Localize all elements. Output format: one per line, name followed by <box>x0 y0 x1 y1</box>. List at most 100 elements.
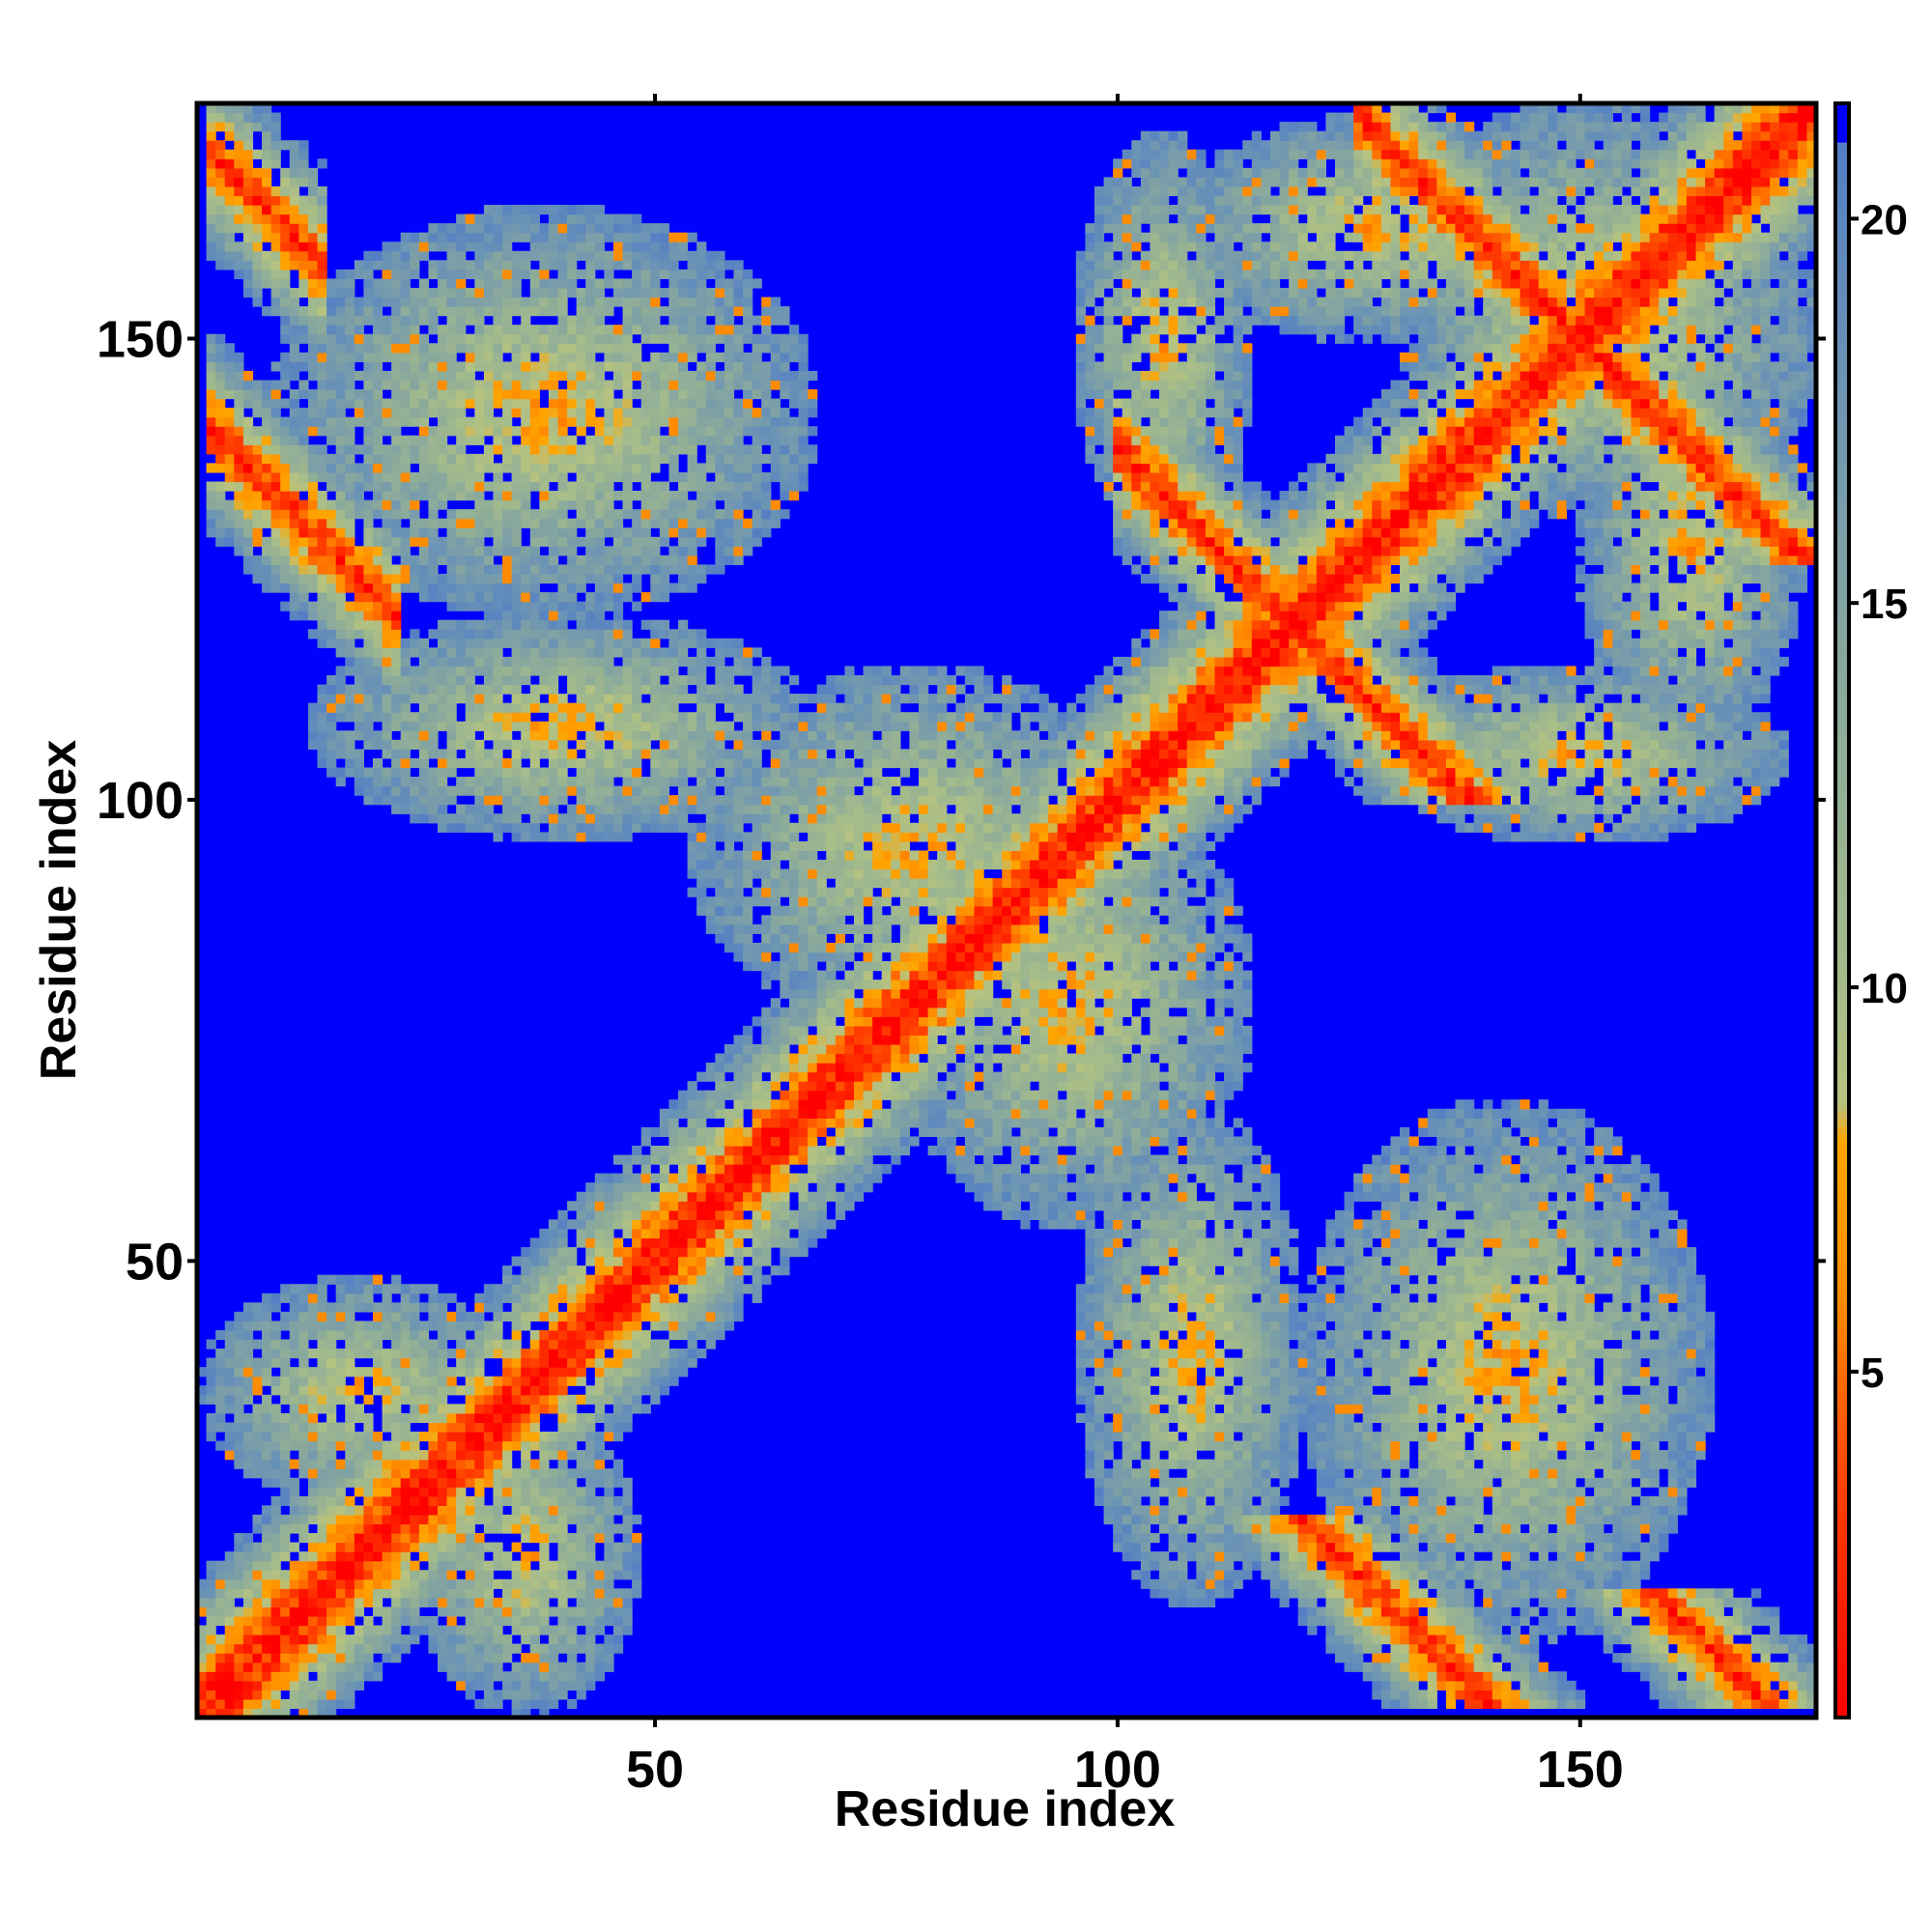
heatmap-cell <box>428 297 439 307</box>
heatmap-cell <box>511 1570 522 1580</box>
heatmap-cell <box>206 130 216 141</box>
heatmap-cell <box>262 1514 272 1525</box>
heatmap-cell <box>418 352 430 362</box>
heatmap-cell <box>289 426 299 437</box>
heatmap-cell <box>604 1477 614 1488</box>
heatmap-cell <box>1316 1431 1327 1442</box>
heatmap-cell <box>372 785 384 796</box>
heatmap-cell <box>1316 1422 1327 1433</box>
heatmap-cell <box>400 1284 411 1294</box>
heatmap-cell <box>372 601 384 611</box>
heatmap-cell <box>280 1523 291 1534</box>
heatmap-cell <box>197 1634 208 1645</box>
heatmap-cell <box>391 463 402 473</box>
heatmap-cell <box>335 1505 346 1516</box>
heatmap-cell <box>372 582 384 593</box>
heatmap-cell <box>474 582 485 593</box>
heatmap-cell <box>363 730 374 741</box>
heatmap-cell <box>428 1385 439 1396</box>
heatmap-cell <box>1501 1671 1512 1682</box>
heatmap-cell <box>382 444 392 455</box>
heatmap-cell <box>456 1505 467 1516</box>
heatmap-cell <box>502 1634 513 1645</box>
heatmap-cell <box>215 1643 226 1654</box>
heatmap-cell <box>446 1570 457 1580</box>
heatmap-cell <box>298 1412 309 1424</box>
heatmap-cell <box>493 343 503 354</box>
heatmap-cell <box>567 1560 578 1571</box>
heatmap-cell <box>335 471 346 483</box>
heatmap-cell <box>1556 1597 1568 1608</box>
heatmap-cell <box>242 509 254 520</box>
heatmap-cell <box>1594 1533 1605 1544</box>
heatmap-cell <box>298 149 309 159</box>
heatmap-cell <box>1196 1412 1207 1424</box>
heatmap-cell <box>1612 1570 1623 1580</box>
heatmap-cell <box>327 361 337 372</box>
heatmap-cell <box>215 1597 226 1608</box>
heatmap-cell <box>438 1514 448 1525</box>
heatmap-cell <box>428 1293 439 1303</box>
heatmap-cell <box>1621 1606 1633 1617</box>
heatmap-cell <box>382 1495 392 1506</box>
heatmap-cell <box>345 1450 355 1461</box>
heatmap-cell <box>1334 1404 1346 1414</box>
heatmap-cell <box>327 1468 337 1479</box>
heatmap-cell <box>483 1404 495 1414</box>
heatmap-cell <box>1529 1643 1540 1654</box>
heatmap-cell <box>557 1440 568 1451</box>
heatmap-cell <box>438 333 448 344</box>
heatmap-cell <box>483 1643 495 1654</box>
heatmap-cell <box>252 103 263 114</box>
heatmap-cell <box>280 546 291 556</box>
heatmap-cell <box>438 260 448 270</box>
heatmap-cell <box>327 1329 337 1341</box>
heatmap-cell <box>1556 1542 1568 1552</box>
heatmap-cell <box>234 361 244 372</box>
heatmap-cell <box>446 619 457 630</box>
heatmap-cell <box>418 1339 430 1350</box>
heatmap-cell <box>262 426 272 437</box>
heatmap-cell <box>1427 1653 1437 1663</box>
heatmap-cell <box>234 1570 244 1580</box>
heatmap-cell <box>317 1606 327 1617</box>
heatmap-cell <box>307 1570 319 1580</box>
heatmap-cell <box>1344 1634 1354 1645</box>
heatmap-cell <box>483 1560 495 1571</box>
heatmap-cell <box>234 1578 244 1589</box>
heatmap-cell <box>252 1422 263 1433</box>
heatmap-cell <box>1501 1477 1512 1488</box>
heatmap-cell <box>1520 1514 1530 1525</box>
heatmap-cell <box>307 408 319 418</box>
heatmap-cell <box>262 1625 272 1635</box>
heatmap-cell <box>327 1487 337 1497</box>
heatmap-cell <box>1695 1643 1706 1654</box>
heatmap-cell <box>280 1431 291 1442</box>
heatmap-cell <box>206 333 216 344</box>
heatmap-cell <box>354 315 364 326</box>
heatmap-cell <box>1289 1468 1299 1479</box>
heatmap-cell <box>1131 1551 1142 1562</box>
heatmap-cell <box>438 1588 448 1599</box>
heatmap-cell <box>1178 1487 1188 1497</box>
heatmap-cell <box>474 333 485 344</box>
heatmap-cell <box>446 1653 457 1663</box>
heatmap-cell <box>1168 1459 1179 1469</box>
heatmap-cell <box>382 749 392 759</box>
heatmap-cell <box>456 426 467 437</box>
heatmap-cell <box>474 1597 485 1608</box>
heatmap-cell <box>1677 1643 1688 1654</box>
heatmap-cell <box>242 1394 254 1405</box>
heatmap-cell <box>382 1321 392 1331</box>
heatmap-cell <box>446 361 457 372</box>
heatmap-cell <box>1334 1551 1346 1562</box>
heatmap-cell <box>1473 1450 1484 1461</box>
heatmap-cell <box>289 1431 299 1442</box>
heatmap-cell <box>1186 1495 1197 1506</box>
heatmap-cell <box>1455 1615 1465 1627</box>
heatmap-cell <box>280 601 291 611</box>
heatmap-cell <box>1159 1514 1170 1525</box>
heatmap-cell <box>1353 1570 1364 1580</box>
heatmap-cell <box>1520 1542 1530 1552</box>
heatmap-cell <box>548 1578 559 1589</box>
